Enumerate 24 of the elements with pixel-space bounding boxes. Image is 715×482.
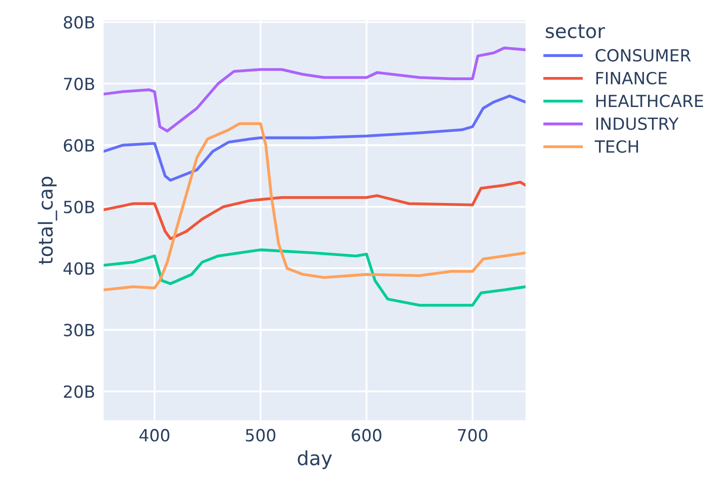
legend-label: CONSUMER — [596, 49, 691, 62]
legend-label: INDUSTRY — [596, 117, 679, 130]
y-axis-title: total_cap — [38, 176, 58, 264]
x-tick-label: 700 — [458, 428, 488, 442]
line-series — [104, 94, 526, 182]
y-tick-label: 40B — [64, 262, 94, 275]
line-series — [104, 180, 526, 240]
y-tick-label: 70B — [64, 78, 94, 90]
y-tick-label: 30B — [64, 324, 94, 336]
line-series — [104, 122, 526, 292]
x-tick-label: 400 — [139, 428, 170, 442]
y-tick-label: 80B — [64, 16, 94, 29]
y-tick-label: 20B — [64, 385, 94, 398]
line-series — [104, 46, 526, 132]
legend-label: HEALTHCARE — [596, 94, 703, 108]
y-tick-label: 60B — [64, 139, 94, 152]
x-tick-label: 500 — [246, 428, 276, 442]
legend-label: FINANCE — [596, 72, 667, 84]
line-series — [104, 248, 526, 307]
legend-title: sector — [546, 24, 606, 38]
x-tick-label: 600 — [352, 428, 382, 442]
x-axis-title: day — [298, 450, 332, 470]
y-tick-label: 50B — [64, 200, 94, 214]
legend-label: TECH — [594, 140, 638, 153]
